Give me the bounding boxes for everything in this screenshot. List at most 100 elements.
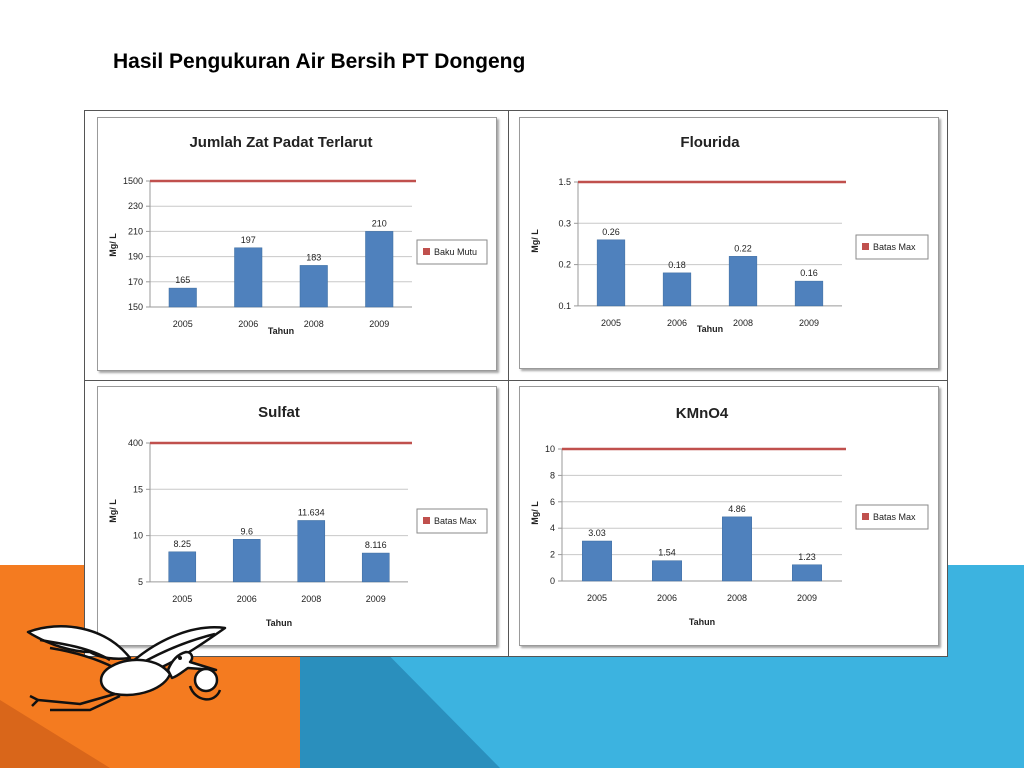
chart3-bar	[792, 564, 822, 582]
chart3-bar	[722, 516, 752, 582]
chart3-x-tick-label: 2009	[797, 593, 817, 603]
chart-svg-flourida: Flourida 1.5 0.3 0.2 0.1 0.26 2005 0.18 2006 0.22…	[530, 134, 929, 334]
chart1-data-label: 0.26	[602, 227, 620, 237]
chart2-bar	[232, 539, 261, 583]
chart0-y-tick-label: 170	[128, 277, 143, 287]
chart0-y-axis-title: Mg/ L	[108, 233, 118, 257]
chart0-bar	[365, 231, 394, 308]
chart2-x-axis-title: Tahun	[266, 618, 292, 628]
chart0-x-axis-title: Tahun	[268, 326, 294, 336]
chart-panel-zat-padat: Jumlah Zat Padat Terlarut 1500 230 210 190 17…	[97, 117, 497, 371]
chart1-bar	[596, 239, 626, 307]
chart3-bar	[652, 560, 682, 582]
chart2-data-label: 9.6	[240, 526, 253, 536]
chart2-x-tick-label: 2009	[366, 594, 386, 604]
chart3-bar	[582, 540, 612, 582]
chart1-y-tick-label: 1.5	[558, 177, 571, 187]
chart1-data-label: 0.16	[800, 268, 818, 278]
chart3-legend-label: Batas Max	[873, 512, 916, 522]
chart0-bar	[299, 265, 328, 308]
chart2-data-label: 11.634	[298, 507, 325, 517]
dark-orange-wedge	[0, 700, 110, 768]
chart3-data-label: 3.03	[588, 528, 606, 538]
chart3-y-axis-title: Mg/ L	[530, 501, 540, 525]
chart3-data-label: 4.86	[728, 504, 746, 514]
chart1-title: Flourida	[680, 134, 740, 151]
stork-logo-icon	[26, 625, 227, 712]
chart-svg-zat-padat: Jumlah Zat Padat Terlarut 1500 230 210 190 17…	[108, 134, 488, 336]
chart1-x-tick-label: 2008	[733, 318, 753, 328]
chart1-y-axis-title: Mg/ L	[530, 229, 540, 253]
chart0-x-tick-label: 2005	[173, 319, 193, 329]
chart3-y-tick-label: 6	[550, 497, 555, 507]
chart0-legend-swatch	[423, 248, 430, 255]
chart3-legend-swatch	[862, 513, 869, 520]
chart1-x-axis-title: Tahun	[697, 324, 723, 334]
chart3-x-tick-label: 2005	[587, 593, 607, 603]
chart2-bar	[361, 552, 390, 583]
chart1-data-label: 0.22	[734, 243, 752, 253]
chart0-x-tick-label: 2006	[238, 319, 258, 329]
chart2-y-tick-label: 400	[128, 438, 143, 448]
chart2-y-axis-title: Mg/ L	[108, 499, 118, 523]
chart0-y-tick-label: 230	[128, 201, 143, 211]
chart2-y-tick-label: 15	[133, 484, 143, 494]
chart2-data-label: 8.116	[365, 540, 387, 550]
chart1-y-tick-label: 0.1	[558, 301, 571, 311]
table-divider-vertical	[508, 111, 509, 656]
chart2-x-tick-label: 2006	[237, 594, 257, 604]
chart0-legend-label: Baku Mutu	[434, 247, 477, 257]
chart3-y-tick-label: 10	[545, 444, 555, 454]
chart3-data-label: 1.54	[658, 548, 676, 558]
chart3-y-tick-label: 4	[550, 523, 555, 533]
chart2-legend-label: Batas Max	[434, 516, 477, 526]
chart3-x-tick-label: 2006	[657, 593, 677, 603]
chart0-bar	[234, 247, 263, 308]
chart3-y-tick-label: 8	[550, 470, 555, 480]
chart1-bar	[728, 256, 758, 307]
chart2-y-tick-label: 10	[133, 531, 143, 541]
chart0-data-label: 183	[306, 252, 321, 262]
chart2-y-tick-label: 5	[138, 577, 143, 587]
chart2-x-tick-label: 2005	[172, 594, 192, 604]
chart2-data-label: 8.25	[173, 539, 191, 549]
slide-title: Hasil Pengukuran Air Bersih PT Dongeng	[113, 50, 526, 73]
chart2-title: Sulfat	[258, 404, 300, 421]
chart1-y-tick-label: 0.3	[558, 218, 571, 228]
chart0-data-label: 165	[175, 275, 190, 285]
chart0-y-tick-label: 150	[128, 302, 143, 312]
chart3-x-axis-title: Tahun	[689, 617, 715, 627]
chart0-data-label: 210	[372, 218, 387, 228]
chart3-y-tick-label: 0	[550, 576, 555, 586]
chart3-x-tick-label: 2008	[727, 593, 747, 603]
chart-svg-kmno4: KMnO4 10 8 6 4 2 0 3.03 2005 1.54 2006 4.86 2008 1.23…	[530, 405, 929, 627]
chart-panel-sulfat: Sulfat 400 15 10 5 8.25 2005 9.6 2006 11.634 2008 8…	[97, 386, 497, 646]
chart2-legend-swatch	[423, 517, 430, 524]
chart1-data-label: 0.18	[668, 260, 686, 270]
chart1-legend-label: Batas Max	[873, 242, 916, 252]
chart-svg-sulfat: Sulfat 400 15 10 5 8.25 2005 9.6 2006 11.634 2008 8…	[108, 404, 488, 628]
chart1-x-tick-label: 2009	[799, 318, 819, 328]
chart0-y-tick-label: 210	[128, 226, 143, 236]
chart1-bar	[794, 280, 824, 307]
chart0-bar	[168, 287, 197, 308]
chart1-bar	[662, 272, 692, 307]
chart0-y-tick-label: 1500	[123, 176, 143, 186]
chart0-data-label: 197	[241, 235, 256, 245]
chart0-y-tick-label: 190	[128, 252, 143, 262]
chart0-x-tick-label: 2008	[304, 319, 324, 329]
chart1-x-tick-label: 2005	[601, 318, 621, 328]
table-divider-horizontal	[85, 380, 947, 381]
chart0-title: Jumlah Zat Padat Terlarut	[189, 134, 372, 151]
chart2-x-tick-label: 2008	[301, 594, 321, 604]
chart3-y-tick-label: 2	[550, 550, 555, 560]
chart0-x-tick-label: 2009	[369, 319, 389, 329]
chart2-bar	[168, 551, 197, 583]
chart3-title: KMnO4	[676, 405, 729, 422]
chart3-data-label: 1.23	[798, 552, 816, 562]
chart1-legend-swatch	[862, 243, 869, 250]
chart1-x-tick-label: 2006	[667, 318, 687, 328]
chart1-y-tick-label: 0.2	[558, 260, 571, 270]
chart-panel-flourida: Flourida 1.5 0.3 0.2 0.1 0.26 2005 0.18 2006 0.22…	[519, 117, 939, 369]
chart2-bar	[297, 520, 326, 583]
